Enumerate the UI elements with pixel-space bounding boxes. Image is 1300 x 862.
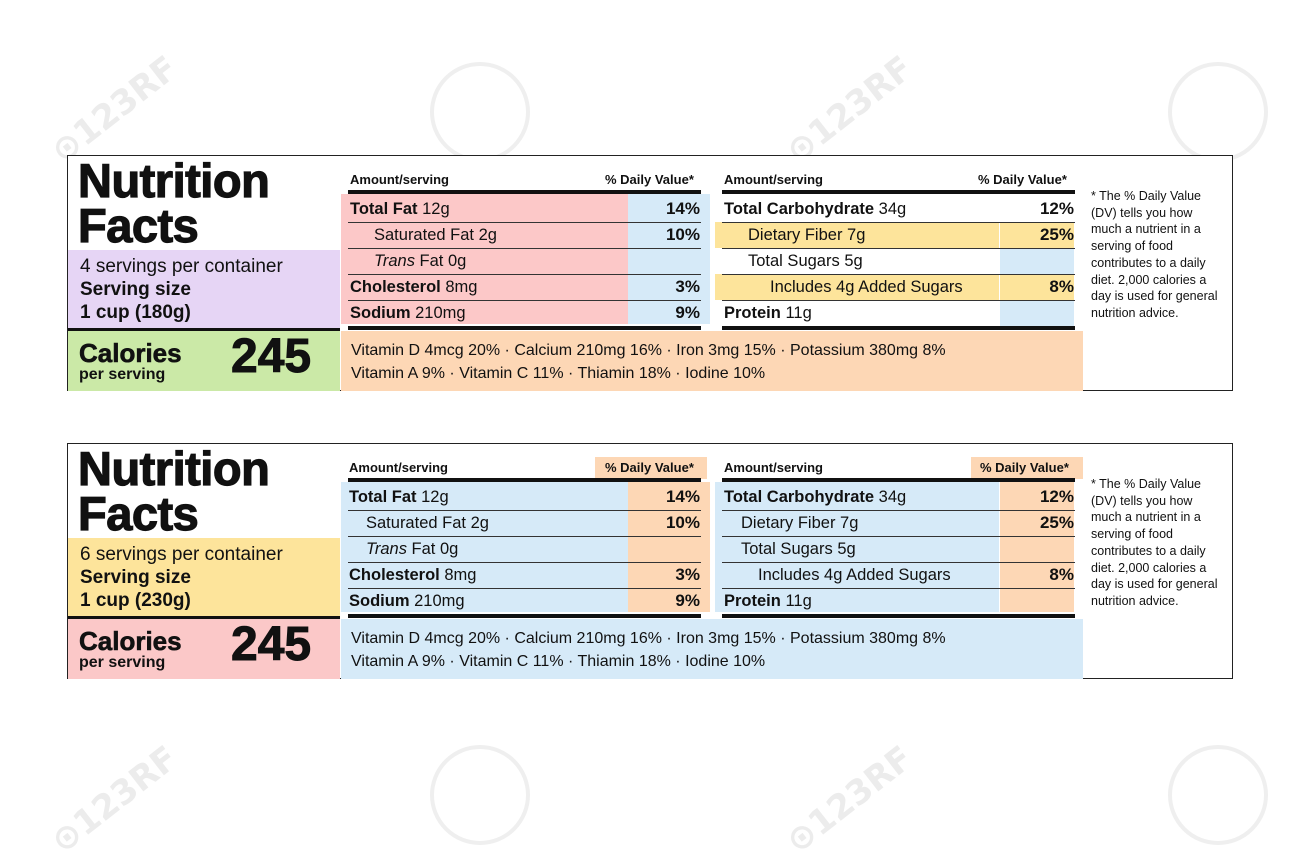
nutrient-dv: 8% [1049, 565, 1074, 584]
calories-block: Calories per serving 245 [68, 618, 340, 679]
nutrient-row: Trans Fat 0g [366, 540, 459, 558]
vitamins-line-1: Vitamin D 4mcg 20% · Calcium 210mg 16% ·… [351, 342, 946, 359]
nutrient-dv: 25% [1039, 225, 1074, 244]
vitamins-line-1: Vitamin D 4mcg 20% · Calcium 210mg 16% ·… [351, 630, 946, 647]
nutrition-label-1: Nutrition Facts 4 servings per container… [67, 155, 1233, 391]
watermark-text: ⊙123RF [43, 738, 186, 862]
servings-block: 4 servings per container Serving size 1 … [68, 250, 340, 329]
watermark-text: ⊙123RF [778, 738, 921, 862]
serving-size-value: 1 cup (180g) [80, 302, 191, 323]
nutrition-label-2: Nutrition Facts 6 servings per container… [67, 443, 1233, 679]
watermark-text: ⊙123RF [778, 48, 921, 172]
calories-block: Calories per serving 245 [68, 330, 340, 391]
daily-value-footnote: * The % Daily Value (DV) tells you how m… [1091, 189, 1218, 320]
calories-label: Calories [79, 626, 182, 657]
calories-label: Calories [79, 338, 182, 369]
dv-header: % Daily Value* [980, 460, 1069, 475]
nutrient-row: Saturated Fat 2g [366, 514, 489, 532]
dv-header: % Daily Value* [978, 172, 1067, 187]
watermark-circle [430, 745, 530, 845]
nutrient-row: Sodium 210mg [350, 304, 466, 322]
nutrient-row: Dietary Fiber 7g [741, 514, 859, 532]
nutrient-row: Cholesterol 8mg [350, 278, 478, 296]
nutrient-row: Total Fat 12g [350, 200, 450, 218]
nutrient-row: Trans Fat 0g [374, 252, 467, 270]
nutrient-dv: 14% [665, 487, 700, 506]
watermark-circle [430, 62, 530, 162]
dv-header: % Daily Value* [605, 172, 694, 187]
nutrient-row: Includes 4g Added Sugars [770, 278, 963, 296]
nutrient-dv: 9% [675, 303, 700, 322]
vitamins-line-2: Vitamin A 9% · Vitamin C 11% · Thiamin 1… [351, 365, 766, 382]
serving-size-value: 1 cup (230g) [80, 590, 191, 611]
nutrient-row: Saturated Fat 2g [374, 226, 497, 244]
watermark-circle [1168, 745, 1268, 845]
daily-value-footnote: * The % Daily Value (DV) tells you how m… [1091, 477, 1218, 608]
servings-per-container: 4 servings per container [80, 256, 283, 277]
nutrient-dv: 12% [1039, 199, 1074, 218]
nutrient-row: Protein 11g [724, 304, 812, 322]
dv-header: % Daily Value* [605, 460, 694, 475]
nutrient-row: Total Carbohydrate 34g [724, 200, 907, 218]
nutrient-row: Includes 4g Added Sugars [758, 566, 951, 584]
nutrient-dv: 10% [665, 225, 700, 244]
nutrient-dv: 14% [665, 199, 700, 218]
calories-value: 245 [230, 618, 312, 672]
nutrient-dv: 3% [675, 277, 700, 296]
vitamins-block: Vitamin D 4mcg 20% · Calcium 210mg 16% ·… [341, 331, 1083, 391]
watermark-circle [1168, 62, 1268, 162]
nutrient-row: Total Carbohydrate 34g [724, 488, 907, 506]
nutrient-row: Cholesterol 8mg [349, 566, 477, 584]
label-title: Nutrition Facts [77, 154, 270, 252]
nutrient-row: Sodium 210mg [349, 592, 465, 610]
vitamins-line-2: Vitamin A 9% · Vitamin C 11% · Thiamin 1… [351, 653, 766, 670]
nutrient-row: Protein 11g [724, 592, 812, 610]
amount-header: Amount/serving [350, 172, 449, 187]
label-title: Nutrition Facts [77, 442, 270, 540]
nutrient-dv: 9% [675, 591, 700, 610]
vitamins-block: Vitamin D 4mcg 20% · Calcium 210mg 16% ·… [341, 619, 1083, 679]
nutrient-dv: 3% [675, 565, 700, 584]
servings-block: 6 servings per container Serving size 1 … [68, 538, 340, 617]
nutrient-dv: 25% [1039, 513, 1074, 532]
nutrient-row: Total Fat 12g [349, 488, 449, 506]
nutrient-row: Dietary Fiber 7g [748, 226, 866, 244]
per-serving-label: per serving [79, 654, 166, 671]
serving-size-label: Serving size [80, 279, 191, 300]
nutrient-dv: 12% [1039, 487, 1074, 506]
nutrient-dv: 8% [1049, 277, 1074, 296]
amount-header: Amount/serving [724, 460, 823, 475]
calories-value: 245 [230, 330, 312, 384]
amount-header: Amount/serving [724, 172, 823, 187]
per-serving-label: per serving [79, 366, 166, 383]
nutrient-row: Total Sugars 5g [741, 540, 856, 558]
serving-size-label: Serving size [80, 567, 191, 588]
amount-header: Amount/serving [349, 460, 448, 475]
nutrient-row: Total Sugars 5g [748, 252, 863, 270]
nutrient-dv: 10% [665, 513, 700, 532]
servings-per-container: 6 servings per container [80, 544, 283, 565]
